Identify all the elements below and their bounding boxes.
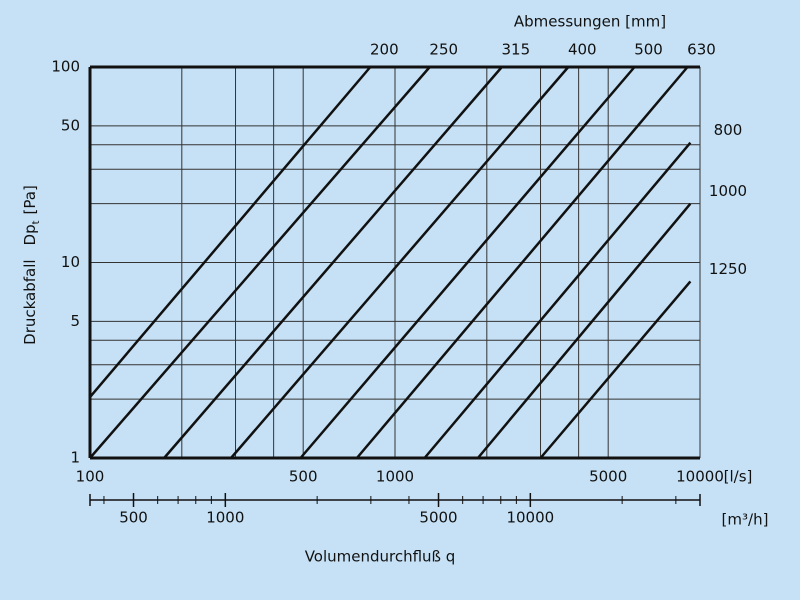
series-label: 200 [370, 41, 399, 59]
series-label: 630 [687, 41, 716, 59]
x2-tick-label: 5000 [419, 509, 457, 527]
x-axis-label: Volumendurchfluß q [305, 548, 456, 566]
series-label: 1250 [709, 260, 747, 278]
chart-title: Abmessungen [mm] [514, 13, 666, 31]
series-label: 400 [568, 41, 597, 59]
x-tick-label: 500 [289, 468, 318, 486]
series-line [476, 202, 692, 459]
series-line [299, 66, 636, 459]
x-tick-label: 100 [76, 468, 105, 486]
series-line [230, 66, 570, 459]
y-tick-label: 1 [70, 449, 80, 467]
y-label-subscript: t [31, 220, 42, 224]
series-line [89, 66, 431, 459]
x2-tick-label: 10000 [506, 509, 554, 527]
x-tick-label: 10000 [676, 468, 724, 486]
series-label: 500 [634, 41, 663, 59]
series-label: 1000 [709, 182, 747, 200]
x2-tick-label: 500 [119, 509, 148, 527]
x2-tick-label: 1000 [206, 509, 244, 527]
y-label-symbol: Dp [21, 224, 39, 245]
y-label-unit: [Pa] [21, 185, 39, 214]
y-tick-label: 50 [61, 116, 80, 134]
x-unit: [l/s] [724, 468, 753, 486]
series-line [539, 280, 692, 459]
x-tick-label: 5000 [589, 468, 627, 486]
x2-unit: [m³/h] [722, 511, 769, 529]
y-tick-label: 10 [61, 253, 80, 271]
y-tick-label: 5 [70, 312, 80, 330]
series-line [355, 66, 689, 459]
y-axis-label: Druckabfall Dpt [Pa] [21, 185, 42, 345]
series-label: 250 [429, 41, 458, 59]
plot: 100 500 1000 5000 10000 1 5 10 50 100 500 1000 5000 1… [51, 41, 747, 527]
y-tick-label: 100 [51, 58, 80, 76]
series-label: 800 [714, 121, 743, 139]
series-label: 315 [502, 41, 531, 59]
y-label-text: Druckabfall [21, 259, 39, 344]
series-line [423, 141, 692, 459]
x-tick-label: 1000 [376, 468, 414, 486]
series-line [89, 66, 372, 398]
series-line [163, 66, 503, 459]
